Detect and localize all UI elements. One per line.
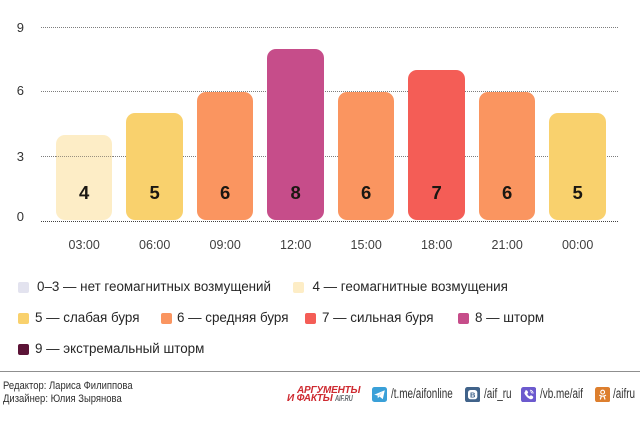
svg-text:B: B [470,390,476,399]
